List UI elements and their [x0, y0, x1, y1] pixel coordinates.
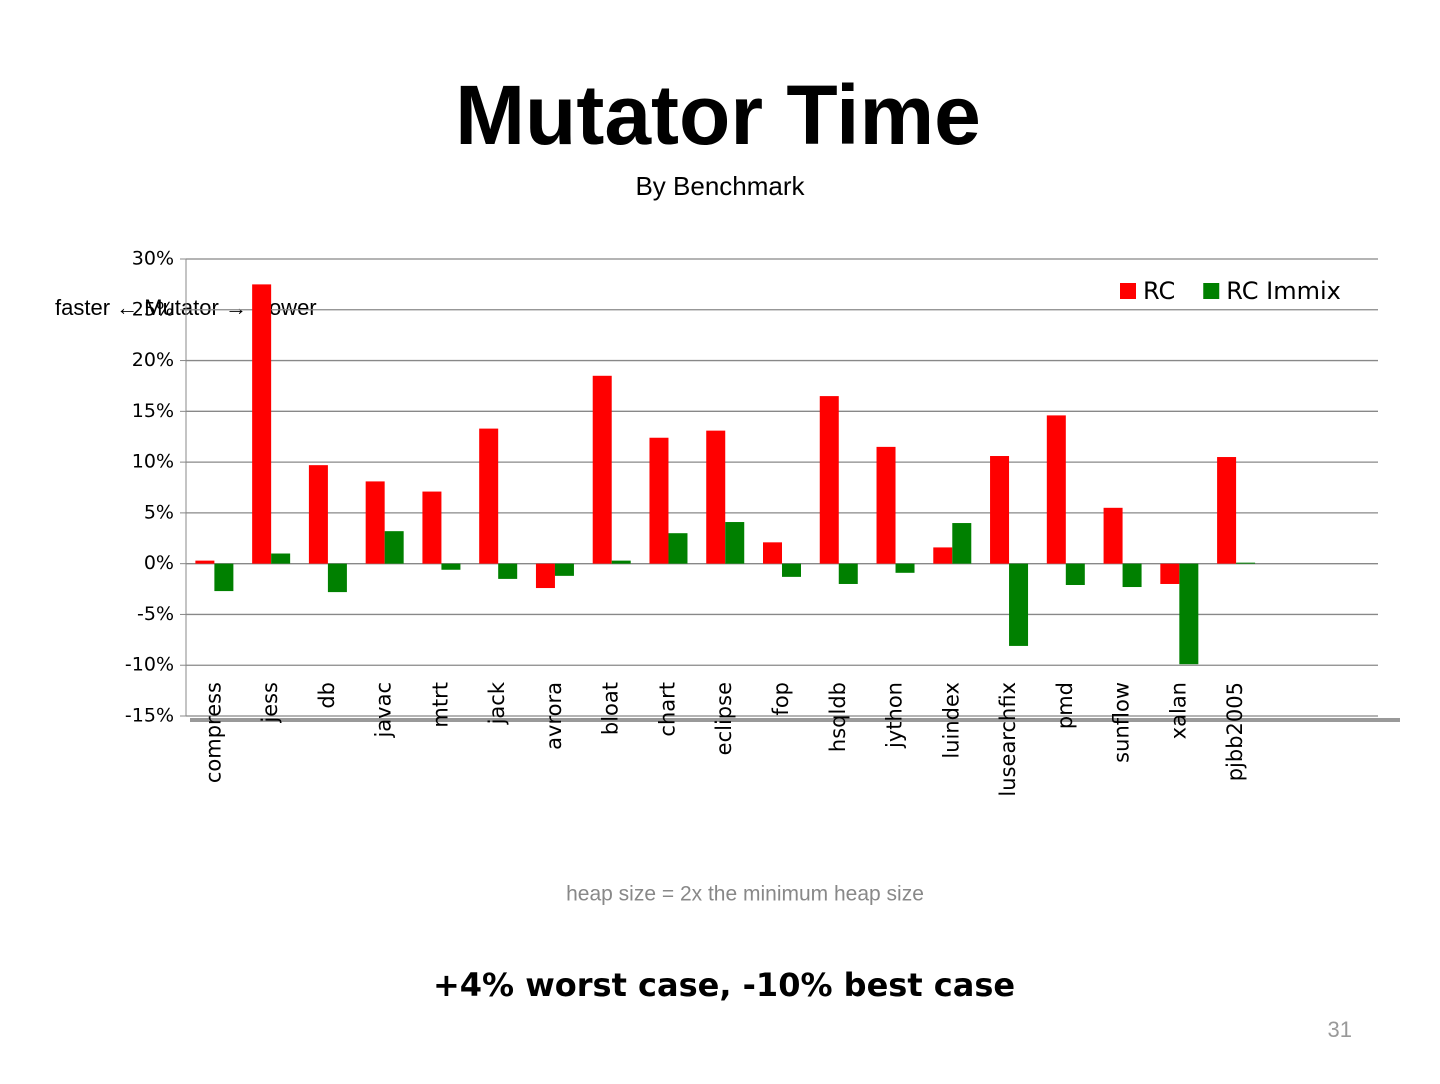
bar — [819, 396, 839, 564]
bar — [933, 547, 953, 564]
bar — [1160, 563, 1180, 584]
bar — [1122, 563, 1142, 588]
bar — [1179, 563, 1199, 665]
y-tick-label: 15% — [132, 400, 174, 422]
bar — [952, 523, 972, 564]
bar — [592, 375, 612, 564]
y-tick-label: -5% — [137, 603, 174, 625]
legend-label: RC Immix — [1226, 277, 1341, 305]
x-tick-label: luindex — [939, 682, 963, 759]
x-tick-label: xalan — [1166, 682, 1190, 739]
x-tick-label: lusearchfix — [996, 682, 1020, 797]
legend-swatch — [1203, 283, 1220, 299]
bar — [876, 446, 896, 564]
slide-title: Mutator Time — [455, 68, 981, 162]
bar — [763, 542, 782, 564]
bar — [1103, 507, 1123, 564]
y-tick-label: 0% — [144, 552, 174, 574]
x-tick-label: jack — [485, 681, 509, 725]
bar — [422, 491, 442, 564]
y-tick-label: 10% — [132, 451, 174, 473]
bar — [365, 481, 385, 564]
bar — [990, 456, 1010, 564]
bar — [706, 430, 726, 564]
x-tick-label: pjbb2005 — [1223, 682, 1247, 781]
bar — [271, 553, 291, 564]
bar — [479, 428, 499, 564]
page-number: 31 — [1328, 1017, 1352, 1042]
x-tick-label: javac — [372, 682, 396, 739]
bar — [384, 531, 404, 564]
bar — [327, 563, 347, 593]
x-tick-label: chart — [655, 682, 679, 737]
y-tick-label: 20% — [132, 349, 174, 371]
x-tick-label: hsqldb — [826, 682, 850, 752]
subtitle: By Benchmark — [635, 171, 805, 201]
bar — [649, 437, 669, 564]
x-tick-label: bloat — [599, 682, 623, 735]
bar — [441, 563, 461, 570]
legend-swatch — [1120, 283, 1136, 299]
bar — [252, 284, 272, 564]
bar — [668, 533, 688, 564]
x-tick-label: mtrt — [428, 682, 452, 728]
bar — [1046, 415, 1066, 564]
x-tick-label: fop — [769, 682, 793, 716]
bar — [195, 560, 215, 564]
x-tick-label: eclipse — [712, 682, 736, 755]
y-tick-label: 30% — [132, 248, 174, 270]
bar — [535, 563, 555, 589]
takeaway: +4% worst case, -10% best case — [433, 966, 1015, 1004]
y-tick-label: 25% — [132, 298, 174, 320]
y-tick-label: -15% — [125, 705, 174, 727]
note: heap size = 2x the minimum heap size — [566, 883, 924, 906]
y-tick-label: 5% — [144, 501, 174, 523]
bar — [554, 563, 574, 576]
bar — [782, 563, 801, 577]
bar — [308, 465, 328, 564]
x-tick-label: sunflow — [1110, 682, 1134, 763]
bar — [838, 563, 858, 584]
bar — [725, 522, 745, 564]
bar — [895, 563, 915, 573]
x-tick-label: jess — [258, 682, 282, 724]
legend-label: RC — [1143, 277, 1175, 305]
bar — [1236, 562, 1256, 564]
bar — [498, 563, 518, 579]
bar — [214, 563, 234, 592]
bar — [611, 560, 631, 564]
x-tick-label: pmd — [1053, 682, 1077, 729]
bar — [1065, 563, 1085, 585]
bar — [1217, 457, 1237, 564]
x-tick-label: avrora — [542, 682, 566, 750]
x-tick-label: compress — [201, 682, 225, 783]
y-tick-label: -10% — [125, 654, 174, 676]
x-tick-label: db — [315, 682, 339, 709]
x-tick-label: jython — [883, 682, 907, 749]
bar — [1009, 563, 1029, 646]
